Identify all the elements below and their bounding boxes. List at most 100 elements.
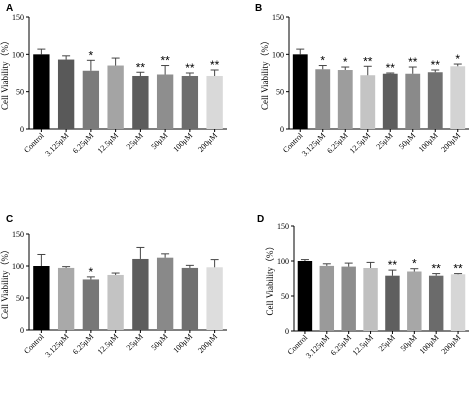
bar [206,267,223,330]
y-axis-title: Cell Viability（%） [0,245,10,319]
bar [57,267,75,330]
bar [107,65,124,129]
x-tick-label: 3.125μM [43,131,70,158]
x-tick-label: 100μM [171,131,194,154]
y-tick-label: 0 [20,326,24,335]
bar [382,73,398,129]
x-tick-label: 6.25μM [71,332,95,356]
y-tick-label: 50 [16,294,24,303]
significance-marker: ** [408,55,418,69]
bar [292,54,308,130]
y-tick-label: 100 [12,262,24,271]
y-tick-label: 0 [20,125,24,134]
x-tick-label: 12.5μM [96,332,120,356]
panel-letter: C [6,214,13,225]
bar [385,275,400,331]
bar [156,74,174,129]
panel-letter: A [6,3,13,14]
x-tick-label: 6.25μM [329,333,353,357]
bar [450,66,466,129]
bar [407,271,422,331]
significance-marker: ** [388,258,398,272]
x-tick-label: 3.125μM [300,131,327,158]
y-axis-title: Cell Viability（%） [0,36,10,110]
y-axis-title: Cell Viability（%） [260,36,270,110]
y-tick-label: 50 [16,88,24,97]
y-tick-label: 150 [12,13,24,22]
chart-panel-a: A Cell Viability（%） 0 50 100 150 Control3.125μ… [0,3,227,158]
significance-marker: * [343,55,348,69]
bar [297,261,313,331]
x-tick-label: 100μM [418,333,441,356]
bar [57,59,75,130]
x-tick-label: 25μM [125,332,145,352]
x-tick-label: 50μM [397,131,417,151]
significance-marker: ** [363,54,373,68]
x-tick-label: 100μM [171,332,194,355]
bar [156,257,174,330]
x-tick-label: 25μM [375,131,395,151]
bar [360,75,376,129]
x-tick-label: 200μM [440,333,463,356]
y-tick-label: 100 [277,257,289,266]
significance-marker: ** [453,262,463,276]
x-tick-label: 6.25μM [71,131,95,155]
x-tick-label: 12.5μM [96,131,120,155]
bar [206,75,223,129]
significance-marker: ** [431,58,441,72]
y-tick-label: 150 [272,13,284,22]
bar [82,279,100,330]
panel-letter: D [257,214,264,225]
significance-marker: * [89,48,94,62]
bar [107,274,124,330]
x-tick-label: 25μM [377,333,397,353]
bar [341,266,356,331]
x-tick-label: 12.5μM [348,131,372,155]
x-tick-label: 200μM [196,332,219,355]
significance-marker: ** [160,54,170,68]
y-axis-title: Cell Viability（%） [265,241,275,315]
y-tick-label: 50 [281,292,289,301]
bar [405,73,421,129]
bar [319,265,335,331]
significance-marker: * [412,257,417,271]
bar [427,72,443,129]
bar [132,75,149,129]
x-tick-label: 3.125μM [43,332,70,359]
x-tick-label: 50μM [149,332,169,352]
x-tick-label: 6.25μM [325,131,349,155]
bar [450,274,466,331]
significance-marker: * [89,265,94,279]
y-tick-label: 100 [272,50,284,59]
bar [337,70,353,129]
y-tick-label: 150 [12,230,24,239]
significance-marker: ** [386,61,396,75]
y-tick-label: 0 [285,327,289,336]
x-tick-label: 3.125μM [304,333,331,360]
bar [363,268,378,331]
chart-panel-c: C Cell Viability（%） 0 50 100 150 Control3.125μ… [0,214,227,359]
x-tick-label: Control [22,332,46,356]
panel-letter: B [255,3,262,14]
bar [181,75,199,129]
significance-marker: ** [136,60,146,74]
x-tick-label: 50μM [399,333,419,353]
significance-marker: * [320,54,325,68]
y-tick-label: 0 [280,125,284,134]
x-tick-label: 25μM [125,131,145,151]
x-tick-label: 200μM [196,131,219,154]
y-tick-label: 100 [12,50,24,59]
significance-marker: ** [210,58,220,72]
x-tick-label: Control [22,131,46,155]
x-tick-label: 12.5μM [351,333,375,357]
bar [428,275,444,331]
significance-marker: * [455,52,460,66]
x-tick-label: 50μM [149,131,169,151]
bar [33,54,50,130]
bar [33,266,50,330]
y-tick-label: 150 [277,222,289,231]
bar [181,267,199,330]
